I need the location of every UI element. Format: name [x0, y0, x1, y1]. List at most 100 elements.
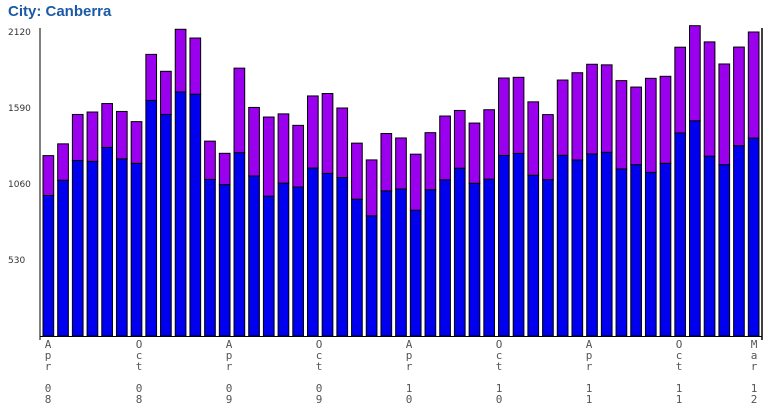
x-tick-char: O — [676, 338, 683, 351]
bar-segment-lower — [218, 184, 231, 337]
bar-segment-lower — [409, 209, 422, 337]
bar-segment-lower — [233, 152, 246, 337]
bar-segment-upper — [336, 107, 349, 179]
bar-segment-lower — [351, 198, 363, 337]
bar-segment-lower — [630, 164, 642, 337]
bar-segment-upper — [42, 155, 55, 196]
bar-segment-lower — [586, 153, 598, 337]
x-tick-char: r — [226, 360, 233, 373]
x-tick-char: 8 — [45, 393, 52, 406]
bar-segment-lower — [512, 152, 525, 337]
bar-segment-upper — [86, 111, 99, 162]
x-tick-char: r — [406, 360, 413, 373]
bar-segment-upper — [718, 63, 731, 166]
x-tick-char: t — [136, 360, 143, 373]
x-tick-char: 1 — [751, 382, 758, 395]
x-tick-char: 0 — [136, 382, 143, 395]
x-tick-char: p — [406, 349, 413, 362]
x-tick-char: t — [316, 360, 323, 373]
x-tick-char: 0 — [496, 393, 503, 406]
bar-segment-lower — [527, 174, 540, 337]
bar-segment-lower — [483, 178, 496, 337]
bar-segment-lower — [174, 91, 187, 337]
bar-segment-upper — [512, 76, 525, 154]
x-tick-char: 1 — [676, 393, 683, 406]
bar-segment-upper — [689, 25, 701, 122]
bar-segment-lower — [733, 145, 745, 337]
bar-segment-upper — [71, 113, 84, 161]
x-tick-label: Oct 08 — [136, 338, 143, 406]
x-tick-char: O — [496, 338, 503, 351]
bar-segment-lower — [600, 151, 613, 337]
x-tick-char: r — [586, 360, 593, 373]
bar-segment-upper — [542, 114, 554, 181]
x-tick-label: Apr 10 — [406, 338, 413, 406]
bar-segment-upper — [747, 31, 760, 139]
x-tick-char: M — [751, 338, 758, 351]
x-tick-char: 1 — [496, 382, 503, 395]
bar-segment-lower — [571, 159, 584, 337]
bar-segment-upper — [424, 132, 437, 191]
bar-segment-lower — [689, 120, 701, 337]
x-tick-char: p — [226, 349, 233, 362]
bar-segment-upper — [365, 159, 378, 217]
bar-segment-upper — [395, 137, 407, 190]
bar-segment-upper — [498, 77, 510, 156]
x-tick-char: 0 — [226, 382, 233, 395]
x-tick-label: Oct 09 — [316, 338, 323, 406]
bar-segment-lower — [306, 167, 319, 337]
bar-segment-upper — [57, 143, 69, 181]
bar-segment-upper — [277, 113, 290, 184]
x-tick-char: O — [136, 338, 143, 351]
x-tick-char: p — [586, 349, 593, 362]
bar-segment-upper — [321, 93, 334, 174]
bar-segment-lower — [395, 188, 407, 337]
bar-segment-upper — [586, 63, 598, 155]
x-tick-label: Apr 08 — [45, 338, 52, 406]
bar-segment-lower — [674, 132, 687, 337]
y-tick-label: 1590 — [8, 104, 31, 114]
x-tick-char: 0 — [406, 393, 413, 406]
bar-segment-lower — [718, 164, 731, 337]
bar-segment-upper — [351, 142, 363, 200]
x-tick-char: 9 — [316, 393, 323, 406]
chart-title: City: Canberra — [8, 3, 112, 20]
bar-segment-lower — [542, 179, 554, 337]
bar-segment-lower — [365, 215, 378, 337]
bar-segment-lower — [42, 194, 55, 337]
bar-segment-upper — [733, 46, 745, 147]
bar-segment-lower — [115, 158, 128, 337]
bar-segment-upper — [527, 101, 540, 176]
x-tick-char: 8 — [136, 393, 143, 406]
x-tick-label: Oct 10 — [496, 338, 503, 406]
bar-segment-upper — [630, 86, 642, 166]
x-tick-char: 0 — [316, 382, 323, 395]
bar-segment-lower — [336, 177, 349, 337]
bar-segment-lower — [747, 137, 760, 337]
bar-segment-lower — [615, 168, 628, 337]
x-tick-char: t — [496, 360, 503, 373]
bar-segment-lower — [57, 179, 69, 337]
bar-segment-upper — [380, 133, 393, 192]
bar-segment-upper — [101, 103, 113, 148]
bar-segment-upper — [571, 72, 584, 161]
bar-segment-lower — [130, 162, 143, 337]
bar-segment-lower — [160, 113, 172, 337]
bar-segment-upper — [453, 109, 466, 169]
bar-segment-lower — [262, 195, 275, 337]
x-tick-char: O — [316, 338, 323, 351]
x-tick-char: r — [751, 360, 758, 373]
bar-segment-upper — [130, 121, 143, 164]
bar-segment-upper — [292, 124, 304, 188]
y-tick-label: 1060 — [8, 180, 31, 190]
x-tick-label: Apr 09 — [226, 338, 233, 406]
bar-segment-lower — [424, 189, 437, 337]
bar-segment-lower — [189, 93, 202, 337]
bar-segment-lower — [380, 190, 393, 337]
bar-segment-upper — [703, 41, 716, 157]
y-tick-label: 2120 — [8, 28, 31, 38]
x-tick-char: a — [751, 349, 758, 362]
bar-segment-upper — [218, 152, 231, 186]
bar-segment-lower — [248, 175, 260, 337]
